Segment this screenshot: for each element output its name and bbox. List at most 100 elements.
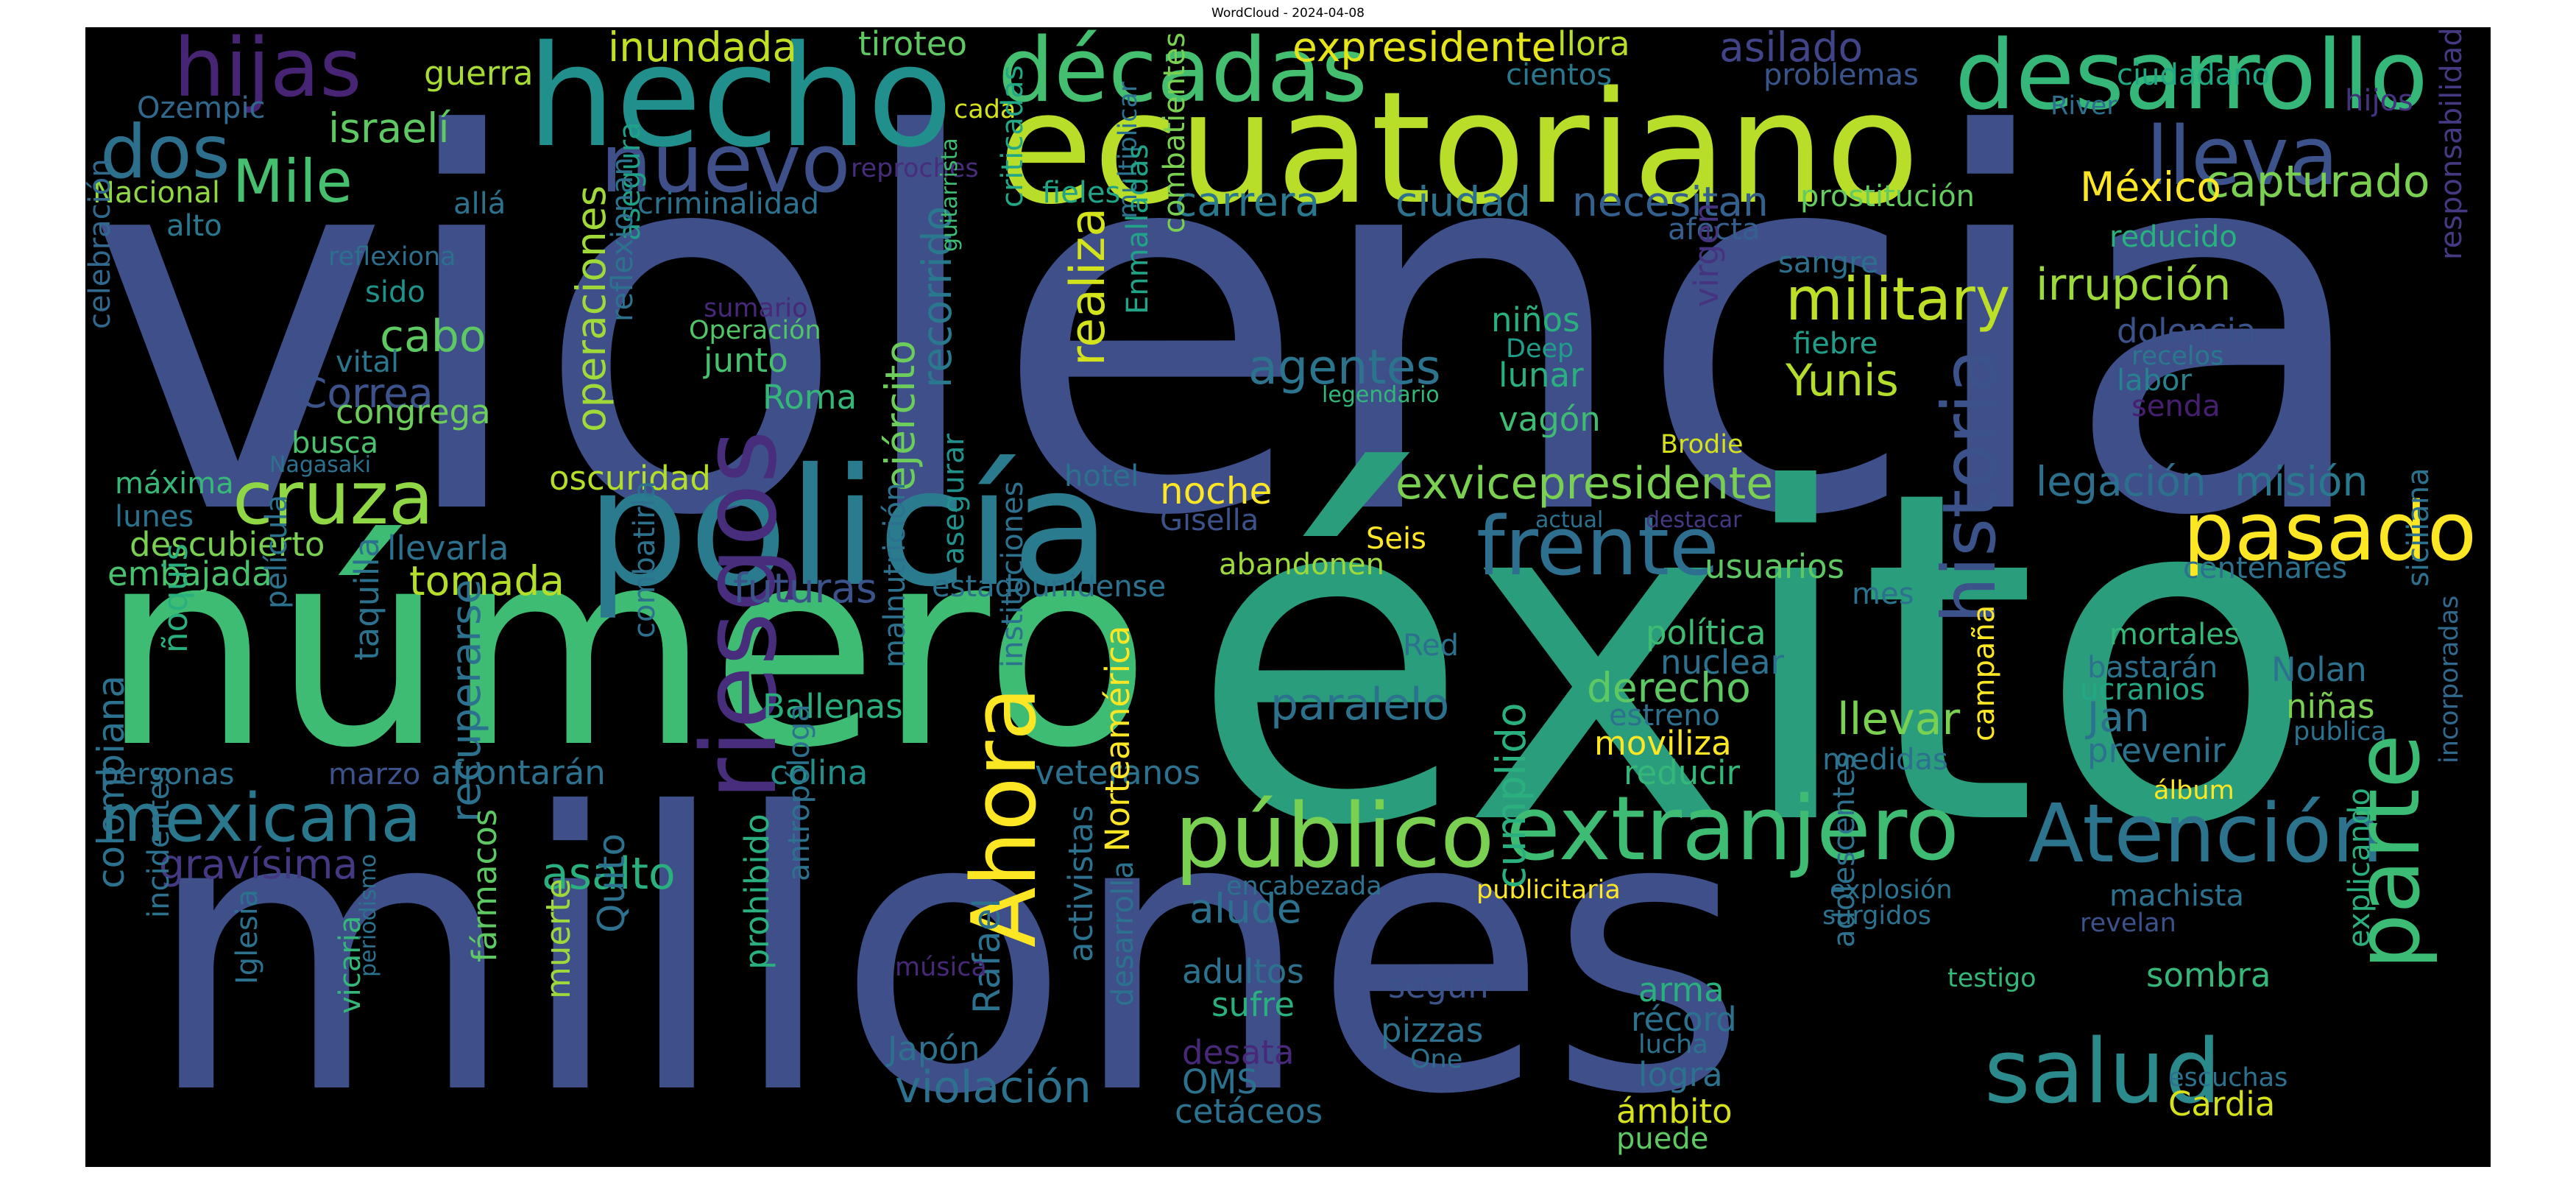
word-176: adultos bbox=[1182, 952, 1304, 991]
word-161: explosión bbox=[1830, 875, 1953, 905]
word-110: Seis bbox=[1366, 522, 1426, 556]
word-153: incorporadas bbox=[2435, 595, 2464, 763]
word-163: machista bbox=[2109, 879, 2244, 913]
word-197: escuchas bbox=[2168, 1063, 2288, 1093]
word-193: One bbox=[1410, 1045, 1463, 1074]
word-134: niñas bbox=[2286, 687, 2375, 726]
word-28: exvicepresidente bbox=[1395, 458, 1774, 509]
word-109: llevarla bbox=[387, 529, 509, 568]
word-46: llora bbox=[1557, 27, 1630, 63]
word-92: congrega bbox=[336, 392, 491, 431]
word-189: lucha bbox=[1638, 1030, 1708, 1059]
word-22: hijas bbox=[174, 27, 362, 115]
word-178: explicando bbox=[2343, 788, 2377, 948]
word-79: cabo bbox=[380, 311, 486, 362]
word-200: ámbito bbox=[1616, 1092, 1733, 1131]
word-94: celebración bbox=[85, 158, 117, 329]
word-6: policía bbox=[586, 434, 1111, 622]
word-142: moviliza bbox=[1594, 724, 1732, 763]
word-23: cruza bbox=[233, 455, 434, 541]
word-196: logra bbox=[1638, 1055, 1723, 1094]
word-20: lleva bbox=[2146, 109, 2339, 203]
word-47: cientos bbox=[1506, 58, 1613, 92]
word-116: usuarios bbox=[1705, 547, 1845, 586]
word-66: criticadas bbox=[996, 65, 1030, 208]
word-141: Jan bbox=[2087, 694, 2150, 741]
word-58: criminalidad bbox=[637, 187, 820, 221]
word-5: ecuatoriano bbox=[998, 58, 1920, 239]
word-132: paralelo bbox=[1270, 679, 1450, 730]
word-36: irrupción bbox=[2036, 259, 2232, 311]
word-179: sombra bbox=[2146, 956, 2271, 995]
word-12: público bbox=[1175, 786, 1495, 888]
word-150: medidas bbox=[1822, 743, 1948, 777]
word-64: reducido bbox=[2109, 220, 2237, 254]
word-194: violación bbox=[895, 1062, 1091, 1113]
word-123: nuclear bbox=[1660, 643, 1785, 682]
word-157: Norteamérica bbox=[1098, 625, 1137, 852]
word-180: Iglesia bbox=[230, 889, 264, 984]
word-18: frente bbox=[1476, 499, 1719, 593]
word-27: military bbox=[1786, 265, 2011, 334]
word-91: Roma bbox=[762, 378, 857, 417]
word-159: encabezada bbox=[1226, 872, 1382, 901]
word-1: violencia bbox=[85, 29, 2378, 629]
word-61: alto bbox=[166, 209, 222, 243]
word-88: legendario bbox=[1322, 382, 1440, 408]
word-8: desarrollo bbox=[1955, 27, 2428, 131]
word-98: máxima bbox=[115, 467, 234, 501]
word-146: afrontarán bbox=[431, 753, 606, 792]
word-182: periodismo bbox=[355, 853, 381, 977]
word-183: fármacos bbox=[465, 808, 504, 962]
word-164: revelan bbox=[2080, 909, 2176, 938]
word-53: cada bbox=[954, 95, 1016, 124]
word-67: guitarrista bbox=[937, 138, 963, 252]
word-48: problemas bbox=[1763, 58, 1919, 92]
word-38: necesitan bbox=[1572, 178, 1769, 225]
word-3: éxito bbox=[1189, 395, 2318, 925]
word-49: ciudadano bbox=[2117, 58, 2271, 92]
word-15: salud bbox=[1984, 1021, 2221, 1124]
word-69: Enmalladas bbox=[1121, 144, 1155, 314]
word-101: noche bbox=[1160, 470, 1273, 512]
word-154: gravísima bbox=[159, 841, 358, 888]
word-21: nuevo bbox=[601, 116, 851, 211]
word-24: dos bbox=[100, 109, 230, 195]
word-17: pasado bbox=[2183, 484, 2477, 579]
word-119: película bbox=[260, 494, 294, 609]
word-2: millones bbox=[144, 732, 1748, 1167]
word-188: récord bbox=[1631, 1000, 1737, 1039]
word-9: décadas bbox=[998, 27, 1367, 122]
word-77: sumario bbox=[704, 294, 808, 323]
word-165: colombiana bbox=[90, 675, 132, 889]
word-37: México bbox=[2080, 163, 2222, 211]
word-10: historia bbox=[1926, 348, 2012, 624]
word-177: testigo bbox=[1947, 964, 2037, 993]
word-139: estreno bbox=[1609, 699, 1721, 733]
word-45: tiroteo bbox=[858, 27, 968, 63]
word-35: capturado bbox=[2205, 156, 2430, 208]
word-25: mexicana bbox=[100, 780, 422, 857]
word-162: surgidos bbox=[1822, 901, 1931, 931]
word-76: responsabilidad bbox=[2435, 27, 2469, 260]
word-171: prohibido bbox=[737, 814, 776, 970]
word-26: Mile bbox=[233, 147, 353, 216]
word-83: junto bbox=[704, 341, 788, 380]
word-130: taquilla bbox=[347, 537, 386, 660]
word-34: Yunis bbox=[1786, 355, 1899, 406]
word-172: cumplido bbox=[1487, 702, 1535, 889]
word-187: arma bbox=[1638, 970, 1724, 1009]
word-85: labor bbox=[2117, 364, 2192, 398]
word-102: legación bbox=[2036, 458, 2207, 505]
word-167: activistas bbox=[1061, 805, 1100, 962]
word-151: campaña bbox=[1967, 604, 2001, 741]
word-124: Red bbox=[1403, 629, 1459, 663]
word-199: cetáceos bbox=[1175, 1092, 1323, 1131]
word-140: llevar bbox=[1837, 694, 1961, 745]
word-186: según bbox=[1388, 967, 1489, 1006]
word-175: música bbox=[895, 953, 987, 982]
word-93: vagón bbox=[1498, 400, 1601, 439]
word-70: combatientes bbox=[1158, 32, 1192, 233]
word-114: estadounidense bbox=[932, 570, 1167, 604]
word-184: muerte bbox=[539, 878, 578, 999]
